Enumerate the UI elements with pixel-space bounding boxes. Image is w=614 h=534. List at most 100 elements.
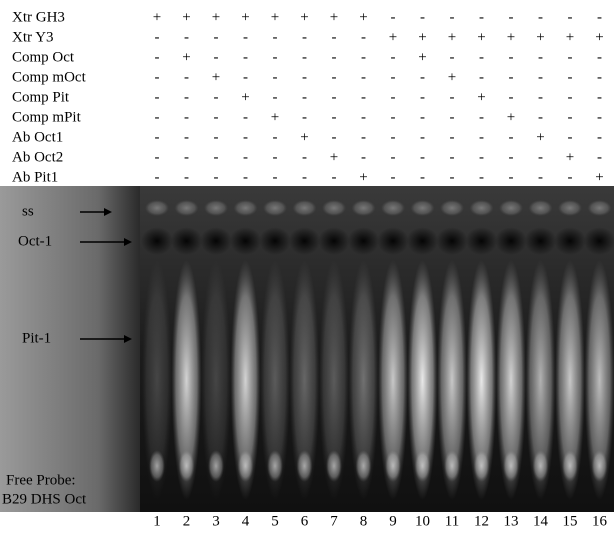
sign: - <box>361 109 366 125</box>
sign: - <box>155 89 160 105</box>
sign: - <box>420 109 425 125</box>
sign: - <box>302 149 307 165</box>
sign: + <box>212 69 220 85</box>
sign: - <box>155 169 160 185</box>
sign: + <box>359 169 367 185</box>
lane-number: 13 <box>504 513 519 529</box>
sign: - <box>420 9 425 25</box>
free-probe-band <box>591 450 608 482</box>
sign: + <box>271 109 279 125</box>
sign: - <box>479 69 484 85</box>
row-label: Xtr GH3 <box>12 9 65 25</box>
sign: - <box>155 129 160 145</box>
lane-number: 3 <box>212 513 220 529</box>
free-probe-band <box>326 450 342 482</box>
sign: - <box>302 29 307 45</box>
lane-smear <box>171 260 202 500</box>
sign: - <box>568 49 573 65</box>
free-probe-label: Free Probe: <box>6 472 76 488</box>
sign: - <box>273 129 278 145</box>
sign: + <box>330 9 338 25</box>
sign: - <box>361 89 366 105</box>
lane-smear <box>437 260 467 500</box>
lane-number: 11 <box>445 513 459 529</box>
lane-smear <box>525 260 556 500</box>
sign: - <box>214 49 219 65</box>
band-ss <box>204 200 228 216</box>
band-oct1 <box>436 227 468 255</box>
sign: - <box>420 89 425 105</box>
lane-smear <box>407 260 438 500</box>
sign: - <box>302 169 307 185</box>
lane-smear <box>378 260 408 500</box>
free-probe-band <box>473 450 490 482</box>
sign: - <box>450 9 455 25</box>
sign: - <box>332 89 337 105</box>
lane-smear <box>289 260 320 500</box>
sign: + <box>212 9 220 25</box>
sign: - <box>568 69 573 85</box>
sign: - <box>184 129 189 145</box>
sign: - <box>214 109 219 125</box>
gel-image <box>0 186 614 512</box>
band-oct1 <box>288 227 321 255</box>
lane-smear <box>142 260 172 500</box>
sign: - <box>509 9 514 25</box>
sign: - <box>302 109 307 125</box>
oct1-label: Oct-1 <box>18 233 52 249</box>
free-probe-band <box>414 450 431 482</box>
row-label: Ab Oct1 <box>12 129 63 145</box>
sign: - <box>214 149 219 165</box>
sign: - <box>568 9 573 25</box>
band-ss <box>587 200 612 216</box>
sign: - <box>509 89 514 105</box>
sign: - <box>450 49 455 65</box>
lane-number: 2 <box>183 513 191 529</box>
sign: - <box>184 149 189 165</box>
sign: - <box>155 69 160 85</box>
sign: - <box>214 169 219 185</box>
sign: - <box>479 49 484 65</box>
lane-number: 8 <box>360 513 368 529</box>
free-probe-band <box>444 450 460 482</box>
sign: - <box>479 149 484 165</box>
sign: + <box>359 9 367 25</box>
row-label: Ab Pit1 <box>12 169 58 185</box>
band-oct1 <box>141 227 173 255</box>
band-oct1 <box>170 227 203 255</box>
sign: - <box>420 129 425 145</box>
sign: - <box>391 109 396 125</box>
sign: + <box>448 69 456 85</box>
sign: - <box>184 169 189 185</box>
sign: - <box>597 89 602 105</box>
sign: - <box>243 129 248 145</box>
band-ss <box>322 200 346 216</box>
pit1-label: Pit-1 <box>22 330 51 346</box>
sign: - <box>509 169 514 185</box>
sign: + <box>182 49 190 65</box>
sign: - <box>273 29 278 45</box>
sign: + <box>418 49 426 65</box>
sign: - <box>332 29 337 45</box>
sign: + <box>241 9 249 25</box>
free-probe-band <box>267 450 283 482</box>
free-probe-band <box>532 450 549 482</box>
sign: - <box>391 49 396 65</box>
sign: + <box>595 169 603 185</box>
lane-number: 9 <box>389 513 397 529</box>
sign: - <box>538 109 543 125</box>
free-probe-band <box>296 450 313 482</box>
free-probe-band <box>149 450 165 482</box>
lane-smear <box>584 260 614 500</box>
sign: - <box>538 89 543 105</box>
band-ss <box>440 200 464 216</box>
sign: + <box>507 29 515 45</box>
band-ss <box>558 200 582 216</box>
lane-smear <box>260 260 290 500</box>
sign: + <box>507 109 515 125</box>
lane-number: 1 <box>153 513 161 529</box>
sign: - <box>597 49 602 65</box>
sign: - <box>243 149 248 165</box>
sign: - <box>155 29 160 45</box>
